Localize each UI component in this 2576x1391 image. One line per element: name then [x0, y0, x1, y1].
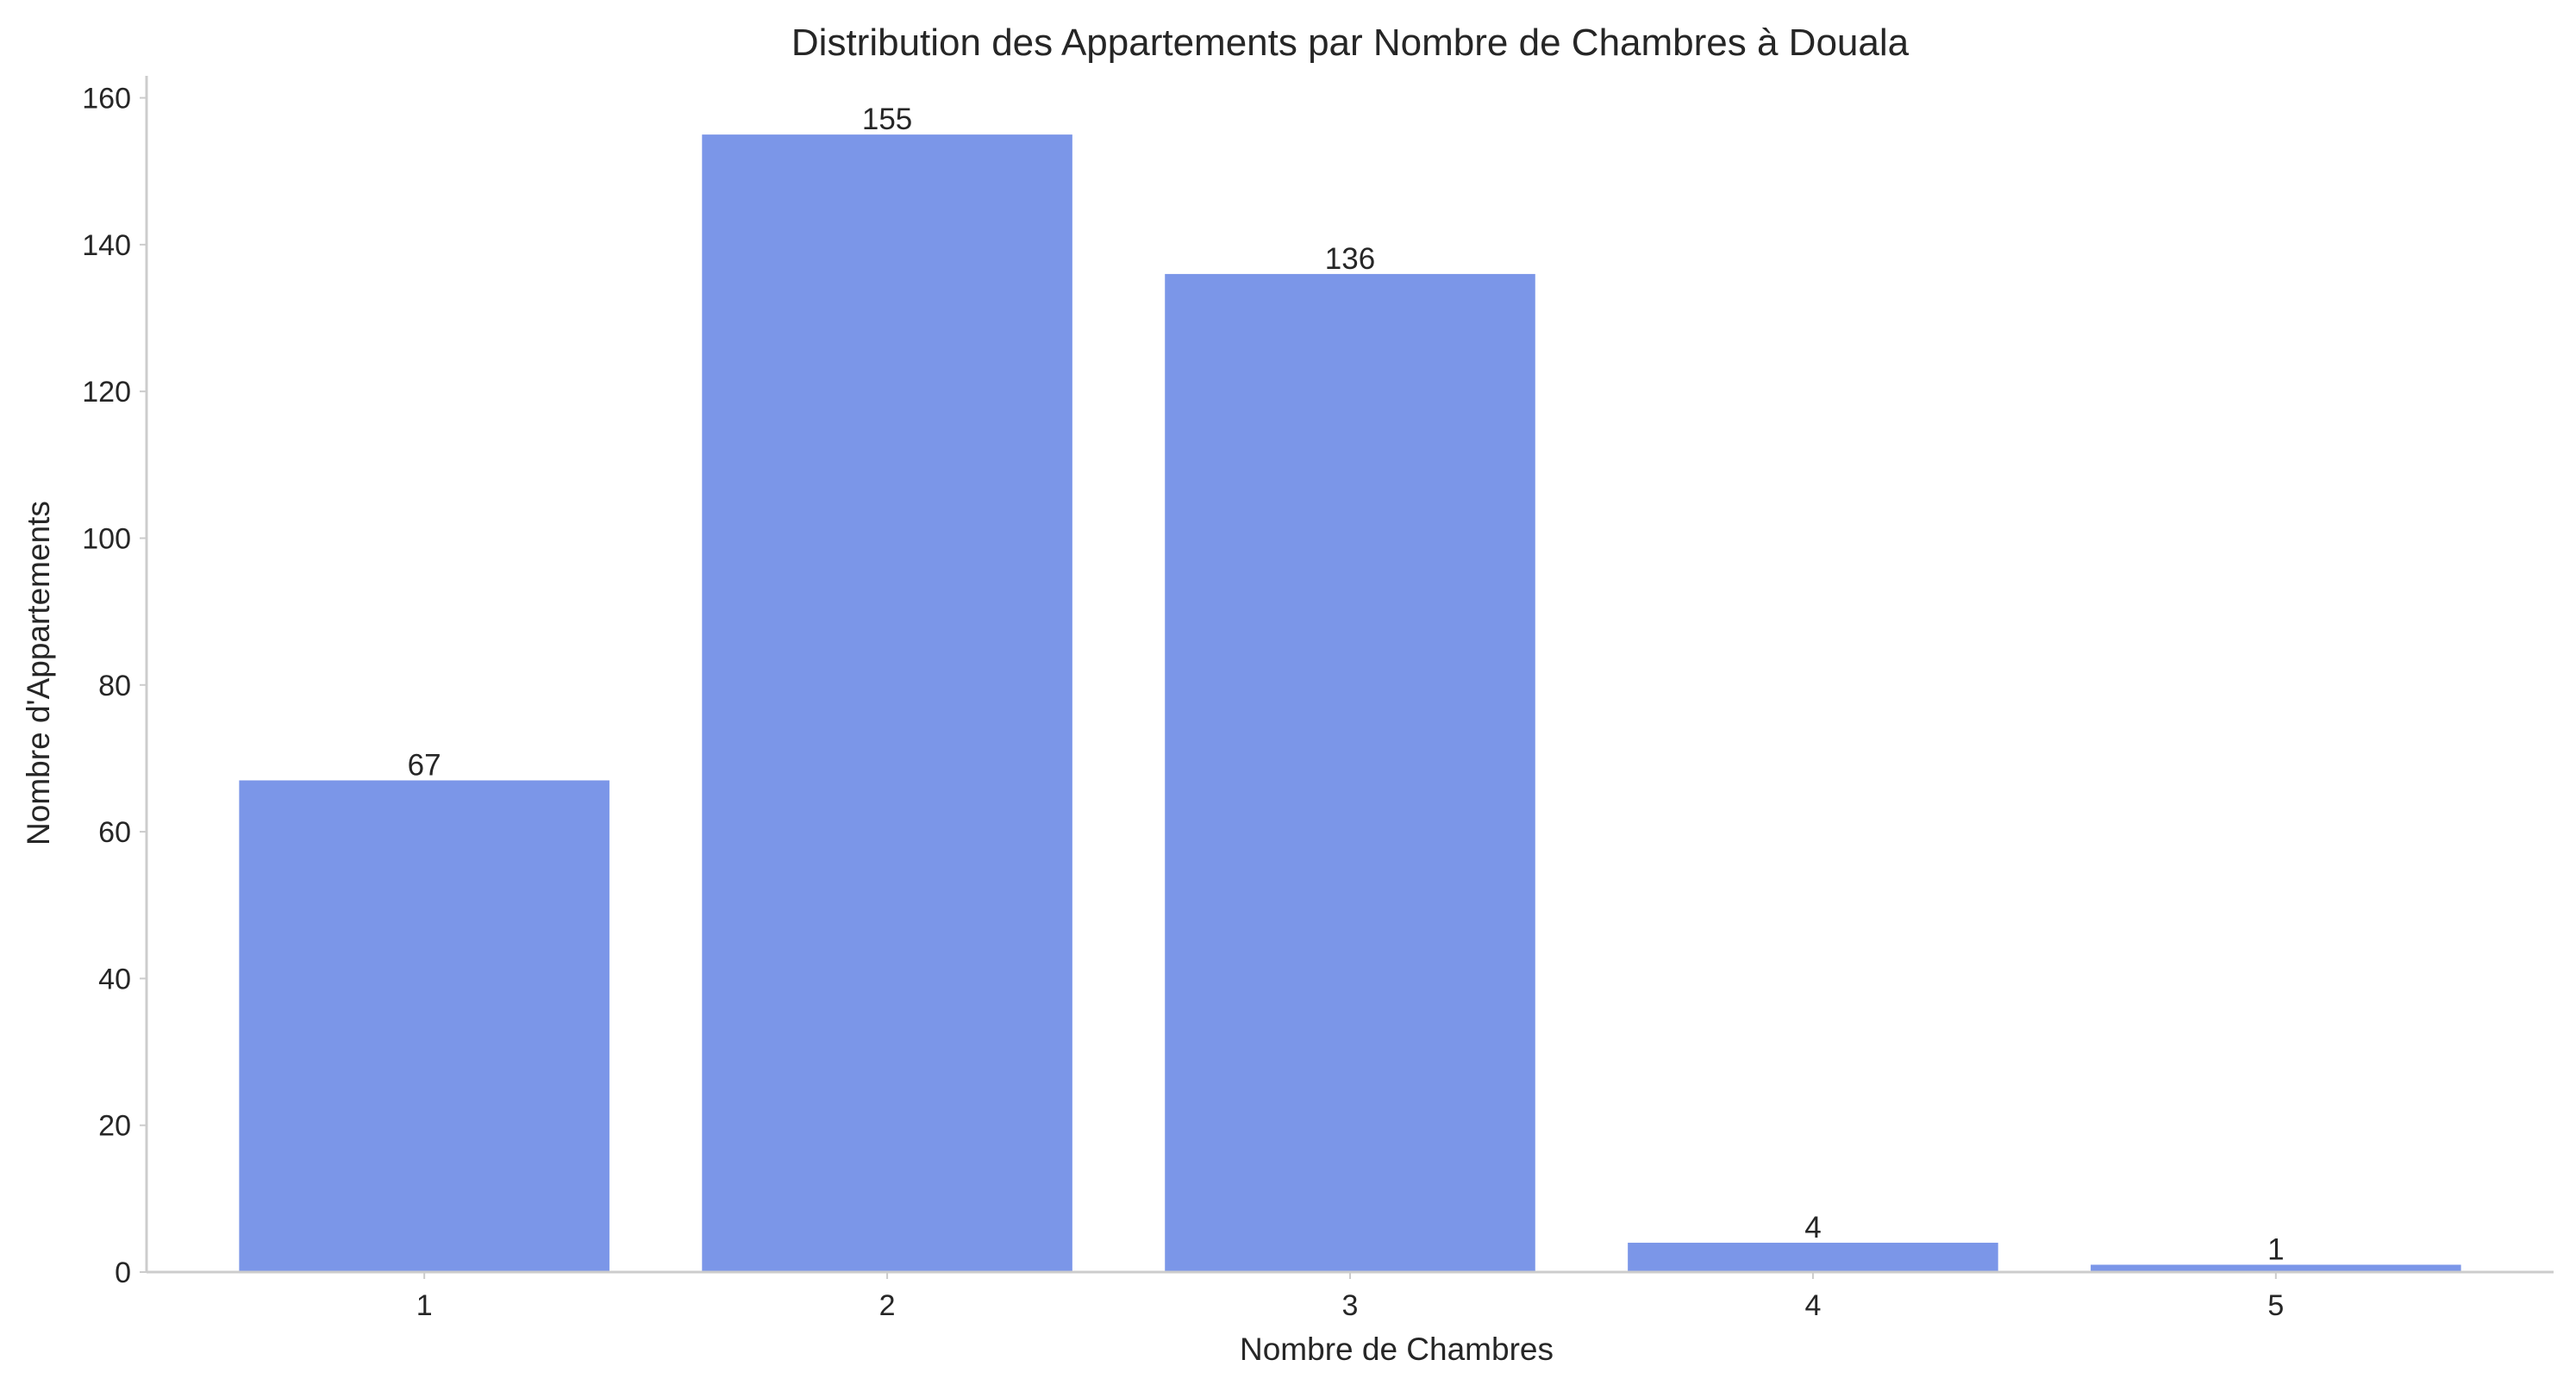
- bar-1: [239, 780, 610, 1272]
- y-tick-label-160: 160: [82, 83, 131, 115]
- x-axis-label: Nombre de Chambres: [1240, 1332, 1554, 1367]
- x-tick-label-2: 2: [879, 1289, 896, 1322]
- x-tick-label-5: 5: [2267, 1289, 2284, 1322]
- x-tick-label-4: 4: [1804, 1289, 1821, 1322]
- x-tick-label-1: 1: [416, 1289, 433, 1322]
- y-tick-label-20: 20: [98, 1110, 131, 1143]
- y-tick-label-120: 120: [82, 376, 131, 409]
- plot-area: 67 155 136 4 1 0 20 40 60 80 100 120 140 160 1 2 3 4 5: [82, 76, 2554, 1322]
- data-label-1: 67: [408, 748, 441, 782]
- y-tick-label-100: 100: [82, 522, 131, 555]
- y-tick-label-0: 0: [115, 1257, 131, 1289]
- y-tick-label-40: 40: [98, 963, 131, 995]
- data-label-2: 155: [862, 103, 912, 136]
- y-tick-label-60: 60: [98, 816, 131, 849]
- y-tick-label-80: 80: [98, 670, 131, 702]
- y-tick-label-140: 140: [82, 229, 131, 262]
- y-axis-label: Nombre d'Appartements: [21, 501, 56, 845]
- chart-title: Distribution des Appartements par Nombre…: [791, 22, 1910, 64]
- data-label-3: 136: [1325, 242, 1375, 276]
- bar-4: [1628, 1242, 1998, 1272]
- bar-5: [2091, 1264, 2461, 1272]
- bar-3: [1165, 273, 1535, 1273]
- data-label-5: 1: [2267, 1232, 2284, 1266]
- data-label-4: 4: [1804, 1211, 1821, 1244]
- bar-2: [702, 134, 1072, 1273]
- x-tick-label-3: 3: [1342, 1289, 1359, 1322]
